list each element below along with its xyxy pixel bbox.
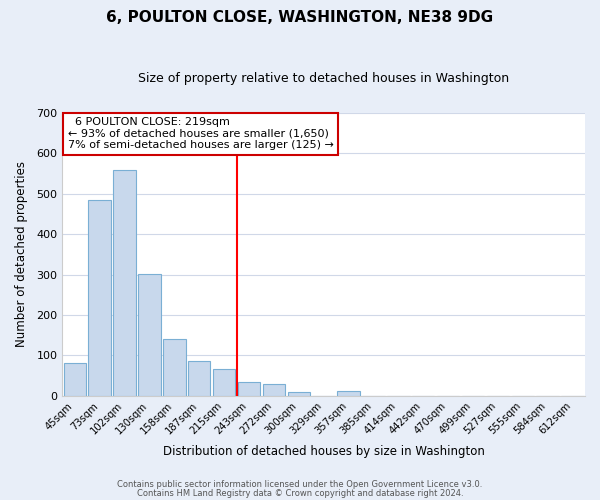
Bar xyxy=(287,392,310,396)
Text: 6 POULTON CLOSE: 219sqm
← 93% of detached houses are smaller (1,650)
7% of semi-: 6 POULTON CLOSE: 219sqm ← 93% of detache… xyxy=(68,118,334,150)
Bar xyxy=(64,362,86,396)
Bar xyxy=(213,370,235,396)
Bar xyxy=(88,200,111,396)
Bar xyxy=(138,274,161,396)
Bar xyxy=(188,360,211,396)
Bar xyxy=(113,170,136,396)
Bar xyxy=(163,339,185,396)
Text: Contains public sector information licensed under the Open Government Licence v3: Contains public sector information licen… xyxy=(118,480,482,489)
Y-axis label: Number of detached properties: Number of detached properties xyxy=(15,162,28,348)
Text: 6, POULTON CLOSE, WASHINGTON, NE38 9DG: 6, POULTON CLOSE, WASHINGTON, NE38 9DG xyxy=(106,10,494,25)
X-axis label: Distribution of detached houses by size in Washington: Distribution of detached houses by size … xyxy=(163,444,485,458)
Bar xyxy=(263,384,285,396)
Title: Size of property relative to detached houses in Washington: Size of property relative to detached ho… xyxy=(138,72,509,86)
Bar xyxy=(238,382,260,396)
Bar xyxy=(337,391,360,396)
Text: Contains HM Land Registry data © Crown copyright and database right 2024.: Contains HM Land Registry data © Crown c… xyxy=(137,488,463,498)
